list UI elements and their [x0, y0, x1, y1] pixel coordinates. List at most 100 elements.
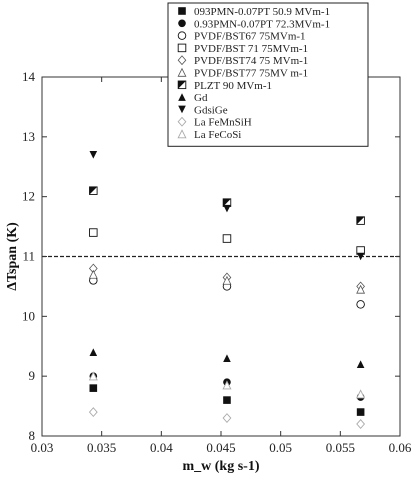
legend-entry-label: PVDF/BST77 75MV m-1: [194, 68, 308, 80]
square-half-fill: [178, 81, 186, 89]
square-filled-marker: [89, 384, 98, 392]
circle-filled-marker: [178, 19, 186, 28]
data-point: [88, 407, 98, 418]
diamond-light-marker: [356, 419, 366, 430]
triangle-open-marker: [88, 269, 98, 279]
diamond-light-marker: [222, 413, 232, 424]
legend-marker: [177, 129, 187, 139]
data-points: [88, 150, 366, 430]
triangle-filled-marker: [356, 360, 365, 368]
legend-entry-label: La FeMnSiH: [194, 117, 252, 129]
legend: 093PMN-0.07PT 50.9 MVm-10.93PMN-0.07PT 7…: [167, 2, 369, 147]
triangle-light-marker: [177, 129, 187, 139]
legend-marker: [178, 105, 186, 114]
data-point: [89, 228, 98, 237]
square-filled-marker: [178, 7, 186, 15]
data-point: [356, 300, 365, 309]
diamond-light-marker: [88, 407, 98, 418]
triangle-light-marker: [222, 380, 232, 390]
legend-marker: [177, 80, 187, 90]
triangle-light-marker: [356, 389, 366, 399]
square-filled-marker: [223, 396, 231, 404]
data-point: [223, 354, 231, 363]
square-half-fill: [223, 198, 231, 207]
data-point: [222, 413, 232, 424]
data-point: [89, 150, 98, 159]
x-tick-label: 0.05: [269, 440, 292, 455]
triangle-filled-marker: [223, 354, 231, 363]
data-point: [356, 389, 366, 399]
circle-open-marker: [356, 300, 365, 309]
data-point: [222, 380, 232, 390]
diamond-light-marker: [177, 116, 187, 127]
square-half-fill: [356, 216, 365, 225]
triangle-open-marker: [356, 284, 366, 294]
data-point: [222, 234, 232, 243]
square-half-fill: [89, 186, 98, 195]
triangle-down-filled-marker: [356, 252, 365, 261]
square-open-marker: [177, 43, 187, 53]
x-axis-label: m_w (kg s-1): [183, 459, 260, 474]
y-tick-label: 14: [22, 69, 36, 84]
triangle-down-filled-marker: [223, 204, 231, 213]
data-point: [356, 360, 365, 368]
data-point: [89, 186, 98, 195]
data-point: [88, 371, 98, 381]
data-point: [88, 269, 98, 279]
y-tick-label: 10: [22, 308, 35, 323]
legend-marker: [177, 31, 187, 40]
data-point: [356, 252, 365, 261]
y-axis-label: ΔTspan (K): [5, 222, 20, 291]
legend-entry-label: PVDF/BST 71 75MVm-1: [194, 43, 308, 55]
legend-entry-label: Gd: [194, 92, 208, 104]
circle-open-marker: [177, 31, 187, 40]
data-point: [222, 275, 232, 285]
legend-marker: [177, 55, 187, 66]
legend-entry-label: La FeCoSi: [194, 129, 241, 141]
legend-entry-label: PVDF/BST74 75 MVm-1: [194, 55, 308, 67]
legend-marker: [177, 67, 187, 77]
legend-marker: [177, 116, 187, 127]
x-tick-label: 0.06: [389, 440, 412, 455]
triangle-filled-marker: [178, 93, 186, 101]
legend-entry-label: 0.93PMN-0.07PT 72.3MVm-1: [194, 18, 330, 30]
data-point: [223, 204, 231, 213]
triangle-down-filled-marker: [178, 105, 186, 114]
data-point: [356, 419, 366, 430]
legend-entry-label: PVDF/BST67 75MVm-1: [194, 31, 306, 43]
legend-marker: [178, 19, 186, 28]
data-point: [89, 384, 98, 392]
y-tick-label: 9: [29, 368, 36, 383]
triangle-open-marker: [222, 275, 232, 285]
y-tick-label: 13: [22, 129, 35, 144]
y-tick-label: 11: [22, 249, 35, 264]
data-point: [356, 408, 365, 416]
data-point: [356, 216, 365, 225]
x-tick-label: 0.035: [87, 440, 116, 455]
legend-marker: [178, 93, 186, 101]
data-point: [223, 396, 231, 404]
x-tick-label: 0.055: [326, 440, 355, 455]
data-point: [89, 348, 98, 357]
legend-entry-label: PLZT 90 MVm-1: [194, 80, 272, 92]
legend-entry-label: 093PMN-0.07PT 50.9 MVm-1: [194, 6, 330, 18]
y-tick-label: 8: [29, 428, 36, 443]
square-filled-marker: [356, 408, 365, 416]
legend-box: [167, 2, 369, 147]
axes: 0.03 0.035 0.04 0.045 0.05 0.055 0.06 8 9 10 11 12 1…: [5, 69, 412, 474]
triangle-down-filled-marker: [89, 150, 98, 159]
triangle-light-marker: [88, 371, 98, 381]
square-open-marker: [89, 228, 98, 237]
legend-entry-label: GdsiGe: [194, 104, 228, 116]
legend-marker: [178, 7, 186, 15]
x-tick-label: 0.045: [206, 440, 235, 455]
square-open-marker: [222, 234, 232, 243]
legend-marker: [177, 43, 187, 53]
x-tick-label: 0.03: [31, 440, 54, 455]
data-point: [356, 284, 366, 294]
triangle-filled-marker: [89, 348, 98, 357]
y-tick-label: 12: [22, 189, 35, 204]
triangle-open-marker: [177, 67, 187, 77]
x-tick-label: 0.04: [150, 440, 173, 455]
